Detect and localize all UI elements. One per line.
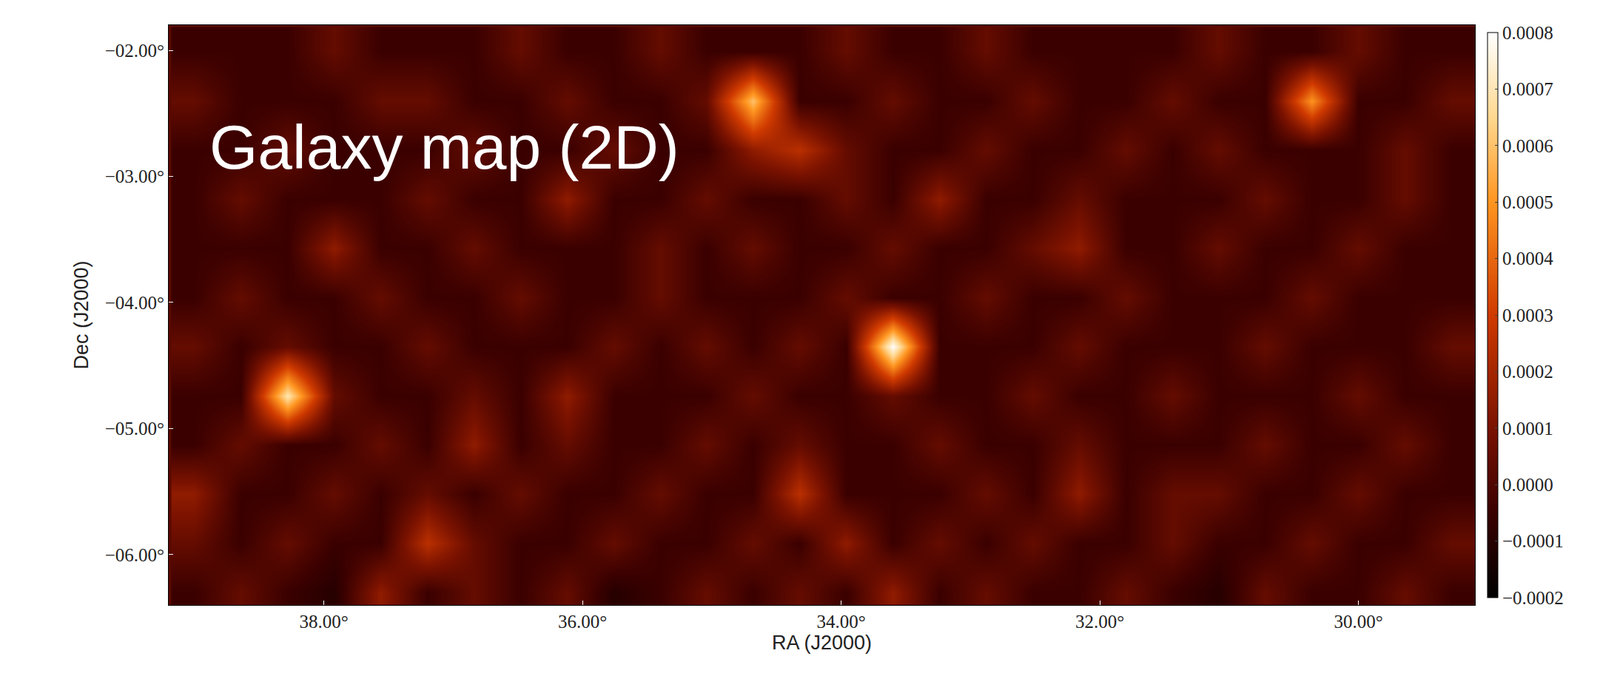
svg-text:−06.00°: −06.00° [105, 545, 165, 566]
svg-text:34.00°: 34.00° [817, 612, 866, 633]
svg-text:0.0002: 0.0002 [1502, 361, 1554, 382]
svg-text:36.00°: 36.00° [558, 612, 607, 633]
svg-text:RA (J2000): RA (J2000) [771, 632, 872, 655]
svg-text:−0.0002: −0.0002 [1502, 588, 1564, 609]
svg-text:38.00°: 38.00° [299, 612, 349, 633]
svg-text:32.00°: 32.00° [1075, 612, 1125, 633]
svg-text:−04.00°: −04.00° [105, 293, 165, 314]
svg-text:30.00°: 30.00° [1334, 612, 1384, 633]
svg-text:0.0000: 0.0000 [1502, 475, 1554, 496]
svg-text:−0.0001: −0.0001 [1502, 531, 1564, 552]
svg-text:Galaxy map (2D): Galaxy map (2D) [209, 112, 680, 183]
svg-text:−05.00°: −05.00° [105, 418, 165, 439]
svg-text:0.0003: 0.0003 [1502, 305, 1554, 326]
svg-text:0.0004: 0.0004 [1502, 248, 1554, 269]
svg-text:−03.00°: −03.00° [105, 166, 165, 187]
svg-text:0.0001: 0.0001 [1502, 418, 1554, 439]
svg-text:0.0007: 0.0007 [1502, 79, 1554, 100]
svg-text:−02.00°: −02.00° [105, 40, 165, 61]
svg-text:0.0005: 0.0005 [1502, 192, 1554, 213]
svg-text:Dec (J2000): Dec (J2000) [70, 260, 93, 370]
svg-text:0.0008: 0.0008 [1502, 22, 1554, 43]
svg-text:0.0006: 0.0006 [1502, 136, 1554, 157]
